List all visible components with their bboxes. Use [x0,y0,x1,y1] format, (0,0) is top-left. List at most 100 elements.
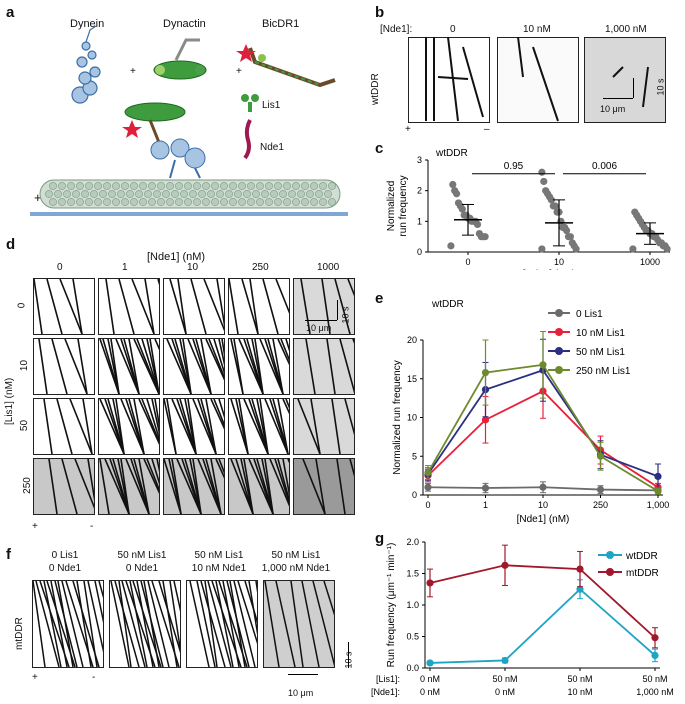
g-ytick-label: 2.0 [406,537,419,547]
f-scale-x: 10 μm [288,688,314,698]
mt-subunit [315,190,323,198]
mt-subunit [243,190,251,198]
g-data-point [426,579,434,587]
d-col-label: 0 [57,262,63,273]
b-kymo-1 [497,37,579,123]
d-kymograph [293,338,355,395]
d-kymo-track [349,459,354,477]
f-kymo-track [215,581,234,667]
f-kymo-track [244,581,257,624]
panel-label-a: a [6,4,15,21]
e-legend-label: 10 nM Lis1 [576,328,625,339]
e-xtick-label: 1 [483,500,488,510]
mt-subunit [247,198,255,206]
d-kymo-track [305,339,316,394]
d-kymo-track [229,279,239,334]
d-kymo-track [256,399,269,454]
mt-subunit [49,198,57,206]
e-data-point [596,452,605,460]
d-kymo-track [112,399,125,454]
c-data-point [629,245,637,253]
mt-subunit [103,198,111,206]
f-cond-lis1: 50 nM Lis1 [271,550,321,561]
mt-subunit [76,198,84,206]
g-data-point [501,656,509,665]
d-kymo-track [321,279,331,334]
d-kymo-track [51,339,68,394]
dynactin-label: Dynactin [163,18,206,30]
mt-subunit [135,190,143,198]
d-kymo-track [347,279,354,297]
d-kymo-track [218,459,224,474]
d-kymo-track [275,279,289,314]
b-cond-2: 1,000 nM [605,24,647,35]
d-kymo-track [274,459,289,505]
g-xtick-lis1: 50 nM [567,674,592,684]
d-kymo-track [249,279,259,334]
f-kymo-track [143,581,160,667]
f-kymo-track [118,581,132,667]
f-row-label: mtDDR [14,617,25,650]
mt-subunit [162,190,170,198]
d-kymo-track [46,279,63,334]
mt-subunit [76,182,84,190]
f-kymo-track [87,581,103,653]
d-kymograph [163,458,225,515]
b-scale-bar [603,98,633,99]
mt-subunit [166,198,174,206]
mt-subunit [130,198,138,206]
e-legend-marker [555,309,563,317]
g-legend-label: mtDDR [626,568,659,579]
f-kymo-track [312,581,334,667]
panel-label-b: b [375,4,385,21]
c-pvalue: 0.95 [504,161,524,172]
d-kymo-track [99,459,110,514]
g-ylabel: Run frequency (μm⁻¹ min⁻¹) [386,543,397,668]
d-kymo-track [133,399,145,454]
d-kymo-track [168,459,182,514]
d-kymo-track [189,459,202,514]
mt-subunit [58,182,66,190]
b-scale-x: 10 μm [600,104,626,114]
d-kymograph [163,278,225,335]
d-kymo-track [248,399,269,454]
mt-subunit [49,182,57,190]
dynein-icon [71,25,101,104]
c-pvalue: 0.006 [592,161,617,172]
d-kymo-track [146,459,159,492]
f-kymo-track [169,581,180,653]
chart-c: 0 1 2 3 0 10 1000 [Nde1] (nM) wtDDR Normalizedrun… [386,148,671,270]
mt-subunit [274,182,282,190]
panel-label-f: f [6,546,11,563]
d-kymo-track [56,399,73,454]
mt-subunit [328,198,336,206]
d-kymo-track [177,279,187,334]
e-legend-label: 0 Lis1 [576,309,603,320]
mt-subunit [153,190,161,198]
g-data-point [651,634,659,642]
f-kymo-track [275,581,296,667]
mt-subunit [108,190,116,198]
d-kymo-track [157,279,159,286]
f-kymo-track [57,581,74,667]
d-kymo-track [34,279,43,334]
d-kymo-track [197,399,217,454]
f-scale-bar-v [348,642,349,668]
g-legend-label: wtDDR [625,551,658,562]
f-kymo-track [43,581,62,667]
mt-subunit [85,198,93,206]
d-kymo-track [235,399,249,454]
plus-op-1: + [130,66,136,77]
f-kymo-track [110,581,130,667]
c-ylabel-line1: Normalized [386,181,397,232]
d-kymo-track [221,339,224,357]
b-plus: + [405,124,411,135]
d-kymo-track [339,339,354,394]
mt-subunit [324,190,332,198]
f-kymo-track [33,581,46,667]
mt-subunit [90,190,98,198]
d-kymo-track [130,459,150,514]
mt-subunit [112,182,120,190]
mt-subunit [270,190,278,198]
f-cond-nde1: 0 Nde1 [48,563,82,574]
